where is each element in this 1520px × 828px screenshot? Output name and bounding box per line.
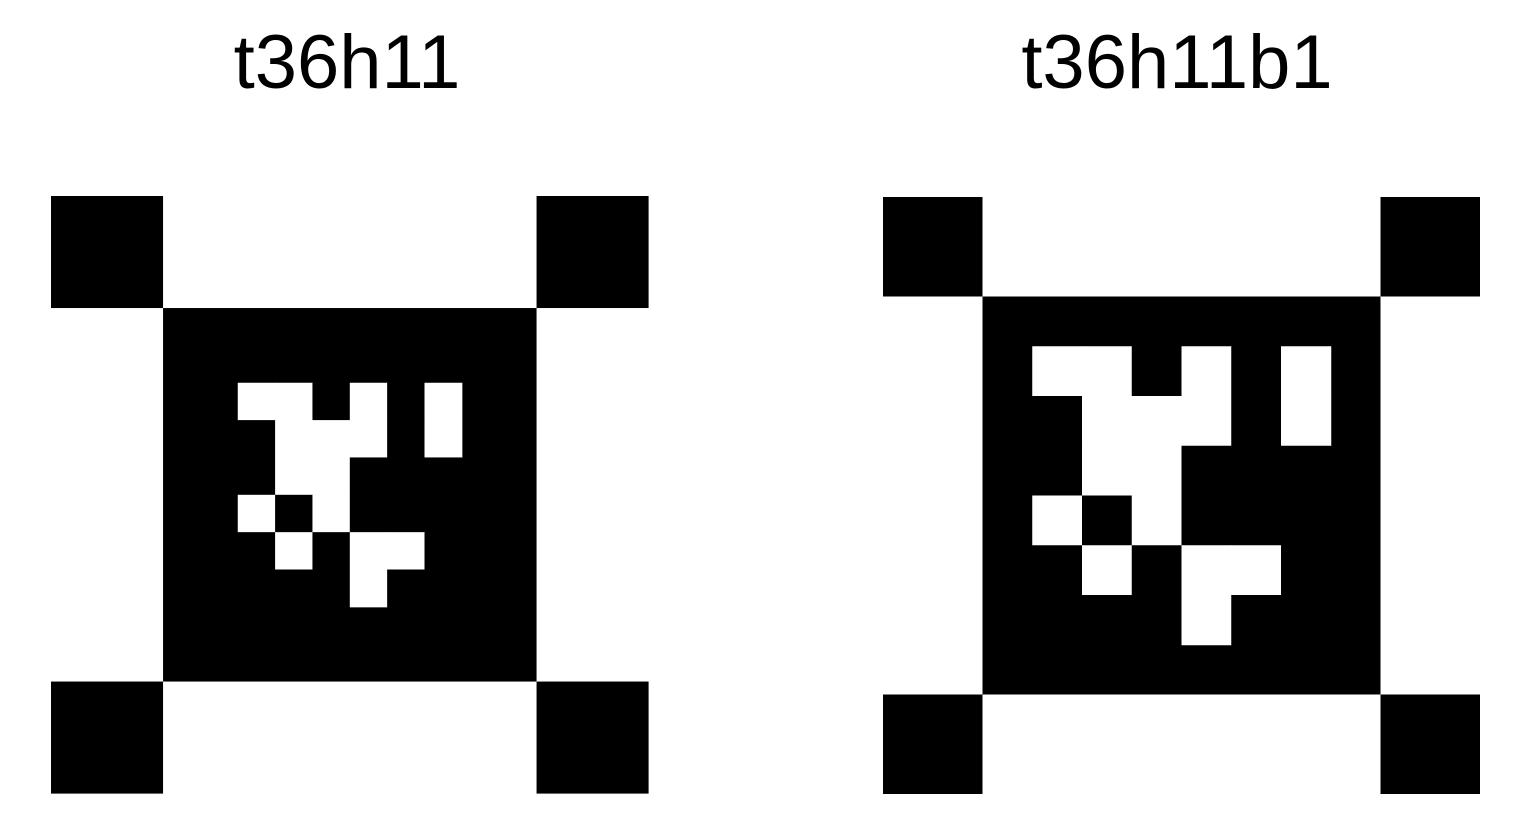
cell [424, 420, 463, 458]
cell [1231, 445, 1282, 496]
cell [1181, 445, 1232, 496]
cell [424, 494, 463, 533]
cell [1032, 346, 1083, 397]
cell [1131, 445, 1182, 496]
cell [1082, 445, 1133, 496]
cell [275, 420, 313, 458]
cell [424, 457, 463, 496]
cell [275, 457, 313, 496]
cell [424, 569, 463, 608]
cell [349, 569, 388, 608]
cell [1032, 595, 1083, 646]
cell [51, 681, 164, 794]
cell [883, 694, 983, 794]
cell [1131, 495, 1182, 546]
cell [1181, 346, 1232, 397]
cell [1281, 495, 1332, 546]
cell [312, 457, 351, 496]
cell [1181, 396, 1232, 447]
cell [1082, 495, 1133, 546]
cell [1082, 346, 1133, 397]
cell [1181, 595, 1232, 646]
tag-t36h11b1 [883, 197, 1480, 794]
cell [51, 196, 164, 309]
cell [1131, 346, 1182, 397]
cell [1231, 495, 1282, 546]
cell [312, 494, 351, 533]
cell [387, 494, 425, 533]
cell [1281, 396, 1332, 447]
cell [387, 382, 425, 421]
cell [1231, 595, 1282, 646]
cell [312, 382, 351, 421]
cell [536, 681, 649, 794]
cell [1231, 545, 1282, 596]
cell [1281, 445, 1332, 496]
cell [312, 420, 351, 458]
cell [1181, 495, 1232, 546]
tag-title: t36h11 [234, 20, 461, 105]
cell [387, 532, 425, 570]
cell [237, 494, 276, 533]
cell [1281, 346, 1332, 397]
cell [424, 532, 463, 570]
cell [1380, 197, 1480, 297]
cell [1131, 396, 1182, 447]
cell [275, 382, 313, 421]
cell [1082, 545, 1133, 596]
cell [1032, 445, 1083, 496]
cell [1082, 396, 1133, 447]
cell [237, 382, 276, 421]
cell [387, 457, 425, 496]
cell [237, 532, 276, 570]
cell [275, 569, 313, 608]
cell [312, 532, 351, 570]
cell [275, 494, 313, 533]
cell [237, 457, 276, 496]
cell [1032, 396, 1083, 447]
cell [349, 382, 388, 421]
cell [387, 569, 425, 608]
cell [1032, 495, 1083, 546]
cell [349, 494, 388, 533]
cell [387, 420, 425, 458]
cell [536, 196, 649, 309]
cell [424, 382, 463, 421]
cell [883, 197, 983, 297]
tag-t36h11 [51, 196, 649, 794]
cell [237, 569, 276, 608]
cell [275, 532, 313, 570]
cell [1032, 545, 1083, 596]
tag-title: t36h11b1 [1021, 20, 1332, 105]
cell [349, 532, 388, 570]
cell [312, 569, 351, 608]
cell [1082, 595, 1133, 646]
cell [349, 420, 388, 458]
cell [1281, 595, 1332, 646]
cell [1131, 545, 1182, 596]
cell [237, 420, 276, 458]
cell [1231, 346, 1282, 397]
cell [1231, 396, 1282, 447]
cell [1181, 545, 1232, 596]
cell [1131, 595, 1182, 646]
cell [349, 457, 388, 496]
cell [1380, 694, 1480, 794]
cell [1281, 545, 1332, 596]
